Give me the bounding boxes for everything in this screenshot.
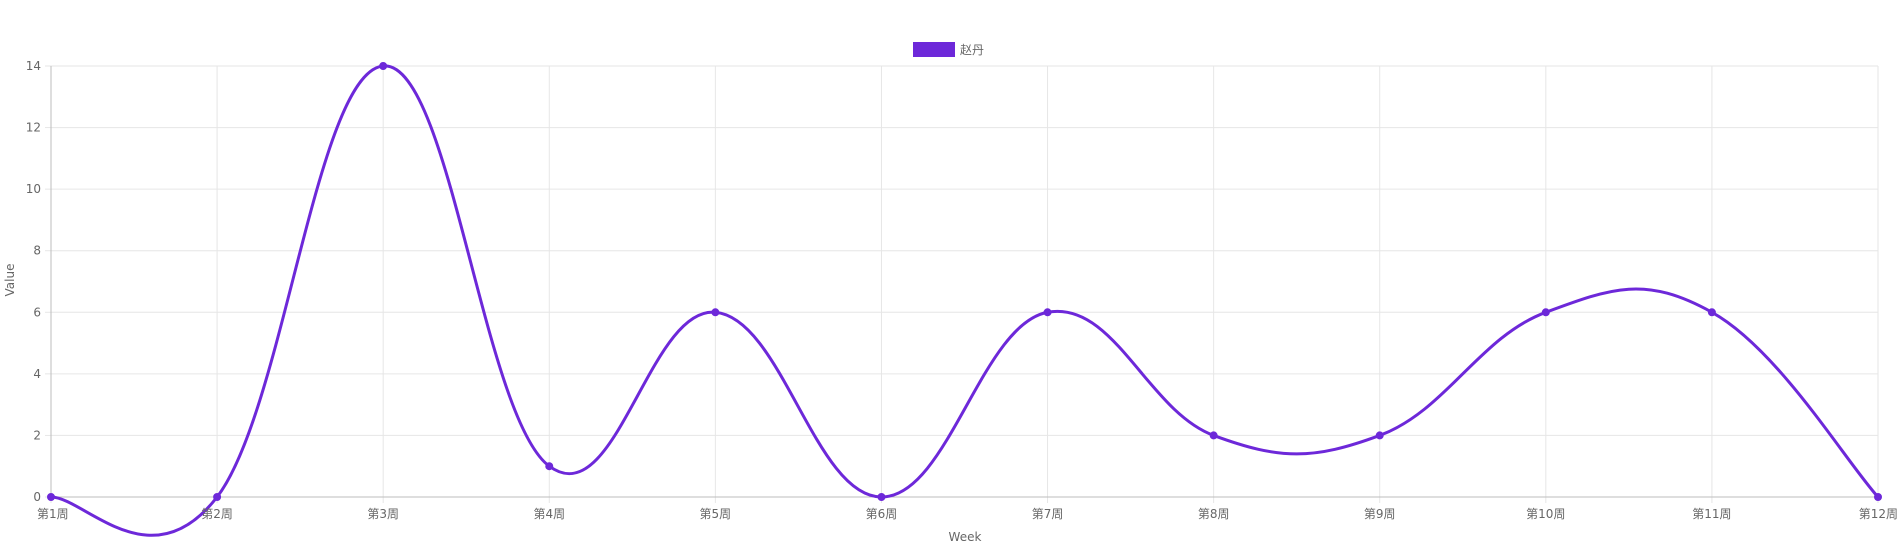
x-tick-label: 第5周 xyxy=(700,507,732,521)
data-point[interactable] xyxy=(1375,431,1384,440)
series-line[interactable] xyxy=(49,64,1880,537)
y-tick-label: 12 xyxy=(26,121,41,135)
data-points xyxy=(47,62,1882,501)
legend[interactable]: 赵丹 xyxy=(913,42,984,57)
x-tick-label: 第9周 xyxy=(1364,507,1396,521)
data-point[interactable] xyxy=(1541,308,1550,317)
x-tick-label: 第11周 xyxy=(1692,507,1731,521)
axes xyxy=(50,66,1878,498)
y-tick-label: 6 xyxy=(33,305,41,319)
data-point[interactable] xyxy=(877,493,886,501)
legend-swatch[interactable] xyxy=(913,42,955,57)
y-tick-label: 10 xyxy=(26,182,41,196)
y-axis-title: Value xyxy=(3,264,17,297)
data-point[interactable] xyxy=(213,493,222,501)
y-tick-label: 14 xyxy=(26,59,41,73)
y-tick-label: 0 xyxy=(33,490,41,504)
x-tick-label: 第4周 xyxy=(533,507,565,521)
x-tick-label: 第3周 xyxy=(367,507,399,521)
series-lines xyxy=(49,64,1880,537)
data-point[interactable] xyxy=(711,308,720,317)
x-tick-label: 第6周 xyxy=(866,507,898,521)
data-point[interactable] xyxy=(1209,431,1218,440)
data-point[interactable] xyxy=(545,462,554,471)
tick-labels: 0 2 4 6 8 10 12 14 第1周 第2周 第3周 第4周 第5周 第6周 第7周 第8周 第9周 第1… xyxy=(26,59,1898,521)
data-point[interactable] xyxy=(1874,493,1882,501)
data-point[interactable] xyxy=(379,62,388,70)
x-tick-label: 第7周 xyxy=(1032,507,1064,521)
x-tick-label: 第8周 xyxy=(1198,507,1230,521)
x-axis-title: Week xyxy=(949,530,982,544)
x-tick-label: 第1周 xyxy=(37,507,69,521)
x-tick-label: 第12周 xyxy=(1859,507,1898,521)
x-tick-label: 第2周 xyxy=(201,507,233,521)
data-point[interactable] xyxy=(1043,308,1052,317)
y-tick-label: 2 xyxy=(33,428,41,442)
data-point[interactable] xyxy=(1707,308,1716,317)
legend-label[interactable]: 赵丹 xyxy=(960,43,984,57)
y-tick-label: 4 xyxy=(33,367,41,381)
y-tick-label: 8 xyxy=(33,244,41,258)
data-point[interactable] xyxy=(47,493,55,501)
grid-lines xyxy=(45,65,1879,503)
x-tick-label: 第10周 xyxy=(1526,507,1565,521)
